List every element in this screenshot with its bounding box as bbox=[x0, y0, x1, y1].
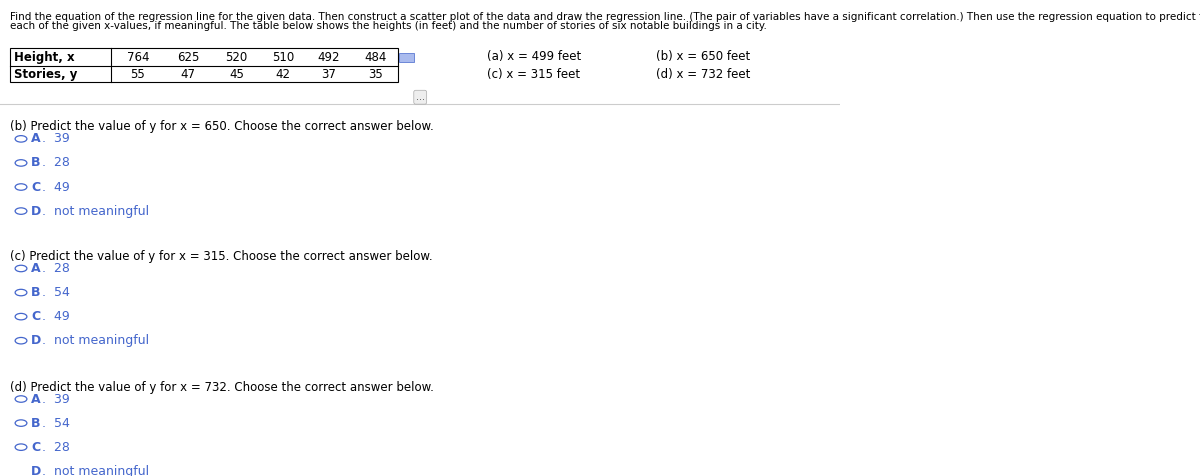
Text: Find the equation of the regression line for the given data. Then construct a sc: Find the equation of the regression line… bbox=[10, 11, 1200, 21]
Text: .  not meaningful: . not meaningful bbox=[42, 205, 149, 218]
Text: .  not meaningful: . not meaningful bbox=[42, 465, 149, 476]
Text: (c) Predict the value of y for x = 315. Choose the correct answer below.: (c) Predict the value of y for x = 315. … bbox=[10, 250, 433, 263]
Text: (d) x = 732 feet: (d) x = 732 feet bbox=[655, 68, 750, 80]
Text: 764: 764 bbox=[126, 51, 149, 64]
Text: each of the given x-values, if meaningful. The table below shows the heights (in: each of the given x-values, if meaningfu… bbox=[10, 21, 767, 31]
Text: .  39: . 39 bbox=[42, 132, 70, 145]
Text: 520: 520 bbox=[226, 51, 247, 64]
Text: 45: 45 bbox=[229, 68, 244, 80]
Text: D: D bbox=[31, 465, 41, 476]
Text: 37: 37 bbox=[322, 68, 336, 80]
Text: .  not meaningful: . not meaningful bbox=[42, 334, 149, 347]
Text: 484: 484 bbox=[364, 51, 386, 64]
Text: ...: ... bbox=[415, 92, 425, 102]
Text: 47: 47 bbox=[181, 68, 196, 80]
Text: Stories, y: Stories, y bbox=[14, 68, 78, 80]
Text: (d) Predict the value of y for x = 732. Choose the correct answer below.: (d) Predict the value of y for x = 732. … bbox=[10, 380, 434, 394]
Text: 510: 510 bbox=[271, 51, 294, 64]
Bar bbox=[10, 48, 397, 82]
Text: .  54: . 54 bbox=[42, 286, 70, 299]
Text: (c) x = 315 feet: (c) x = 315 feet bbox=[487, 68, 581, 80]
Text: (a) x = 499 feet: (a) x = 499 feet bbox=[487, 50, 582, 63]
Text: .  54: . 54 bbox=[42, 416, 70, 430]
Text: .  49: . 49 bbox=[42, 310, 70, 323]
Text: D: D bbox=[31, 205, 41, 218]
Text: A: A bbox=[31, 262, 41, 275]
Text: Height, x: Height, x bbox=[14, 51, 74, 64]
Text: .  28: . 28 bbox=[42, 157, 70, 169]
Text: 55: 55 bbox=[131, 68, 145, 80]
Text: (b) x = 650 feet: (b) x = 650 feet bbox=[655, 50, 750, 63]
Text: C: C bbox=[31, 310, 41, 323]
Text: (b) Predict the value of y for x = 650. Choose the correct answer below.: (b) Predict the value of y for x = 650. … bbox=[10, 120, 434, 133]
Text: .  28: . 28 bbox=[42, 441, 70, 454]
Text: A: A bbox=[31, 393, 41, 406]
Text: .  28: . 28 bbox=[42, 262, 70, 275]
Bar bbox=[400, 53, 414, 62]
Text: C: C bbox=[31, 180, 41, 194]
Text: 625: 625 bbox=[178, 51, 199, 64]
Text: .  49: . 49 bbox=[42, 180, 70, 194]
Text: D: D bbox=[31, 334, 41, 347]
Text: B: B bbox=[31, 286, 41, 299]
Text: 35: 35 bbox=[368, 68, 383, 80]
Text: A: A bbox=[31, 132, 41, 145]
Text: 42: 42 bbox=[275, 68, 290, 80]
Text: B: B bbox=[31, 416, 41, 430]
Text: 492: 492 bbox=[318, 51, 341, 64]
Text: C: C bbox=[31, 441, 41, 454]
Text: B: B bbox=[31, 157, 41, 169]
Text: .  39: . 39 bbox=[42, 393, 70, 406]
